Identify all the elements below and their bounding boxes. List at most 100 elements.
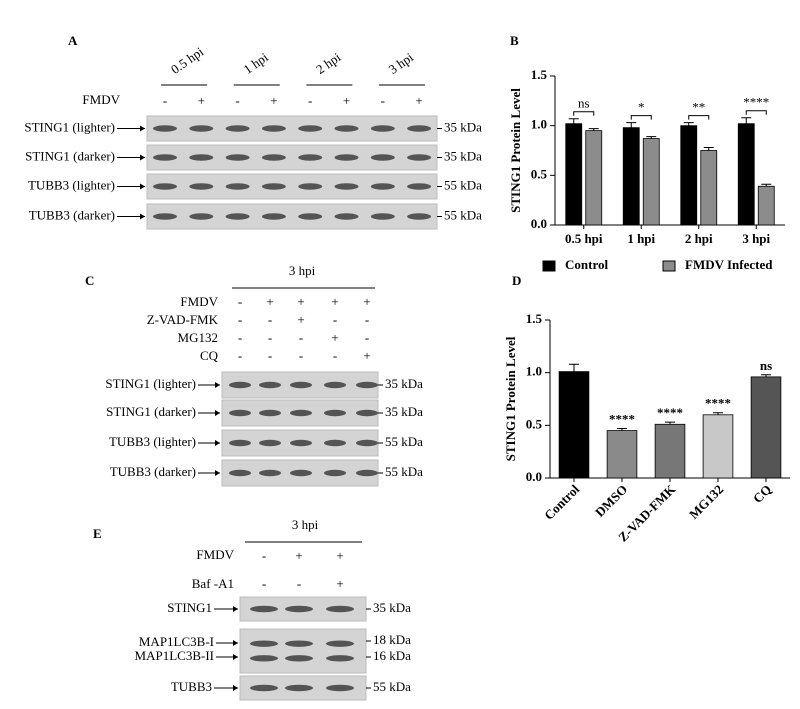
row-label: STING1 (lighter) xyxy=(105,376,196,391)
x-tick-label: 3 hpi xyxy=(742,231,770,246)
band xyxy=(290,381,312,389)
error-bar xyxy=(617,427,627,431)
y-tick-label: 1.0 xyxy=(526,364,542,379)
sign: - xyxy=(262,548,266,563)
y-tick-label: 0.0 xyxy=(526,469,542,484)
sign: + xyxy=(363,294,370,309)
y-tick-label: 0.5 xyxy=(531,166,548,181)
band xyxy=(189,183,214,190)
band xyxy=(370,183,395,190)
x-tick-label: 1 hpi xyxy=(627,231,655,246)
x-tick-label: MG132 xyxy=(686,482,726,522)
timepoint-label: 3 hpi xyxy=(386,49,417,77)
sign: + xyxy=(343,93,350,108)
sign: + xyxy=(295,548,302,563)
x-tick-label: 0.5 hpi xyxy=(565,231,603,246)
size-label: 35 kDa xyxy=(385,404,423,419)
band xyxy=(334,213,359,220)
sign: - xyxy=(238,348,242,363)
sign: - xyxy=(238,330,242,345)
band xyxy=(229,469,251,477)
arrow-head xyxy=(140,154,145,161)
band xyxy=(261,154,286,161)
sign: + xyxy=(198,93,205,108)
error-bar xyxy=(713,412,723,415)
size-label: 35 kDa xyxy=(444,119,482,134)
band xyxy=(225,183,250,190)
band xyxy=(285,655,313,662)
significance-label: ns xyxy=(578,96,590,111)
band xyxy=(229,409,251,417)
treatment-label: CQ xyxy=(200,348,219,363)
size-label: 55 kDa xyxy=(444,177,482,192)
time-label: 3 hpi xyxy=(289,263,316,278)
sign: - xyxy=(268,330,272,345)
error-bar xyxy=(646,136,657,139)
significance-label: ** xyxy=(692,100,705,115)
row-label: TUBB3 xyxy=(171,679,212,694)
sign: + xyxy=(331,330,338,345)
error-bar xyxy=(665,421,675,425)
row-label: STING1 (darker) xyxy=(106,404,196,419)
band xyxy=(290,439,312,447)
band xyxy=(407,125,432,132)
band xyxy=(324,381,346,389)
legend-label: Control xyxy=(565,257,608,272)
size-label: 35 kDa xyxy=(444,148,482,163)
band xyxy=(370,125,395,132)
band xyxy=(326,684,354,692)
band xyxy=(298,154,323,161)
error-bar xyxy=(741,117,752,124)
arrow-head xyxy=(140,213,145,220)
significance-label: * xyxy=(638,100,645,115)
band xyxy=(261,125,286,132)
error-bar xyxy=(569,363,579,372)
row-label: TUBB3 (lighter) xyxy=(28,177,115,192)
band xyxy=(250,640,278,647)
significance-label: ns xyxy=(760,358,772,373)
band xyxy=(189,125,214,132)
panel-label: C xyxy=(85,273,94,288)
significance-label: **** xyxy=(609,411,635,426)
sign: + xyxy=(336,576,343,591)
band xyxy=(407,183,432,190)
panel-label: B xyxy=(510,33,519,48)
band xyxy=(324,409,346,417)
sign: - xyxy=(235,93,239,108)
band xyxy=(189,213,214,220)
band xyxy=(285,605,313,613)
timepoint-label: 1 hpi xyxy=(241,49,272,77)
band xyxy=(259,409,281,417)
sign: - xyxy=(365,330,369,345)
significance-label: **** xyxy=(705,396,731,411)
treatment-label: MG132 xyxy=(178,330,218,345)
panel-label: D xyxy=(512,273,521,288)
sign: - xyxy=(238,312,242,327)
y-axis-label: STING1 Protein Level xyxy=(503,336,518,461)
band xyxy=(153,183,177,190)
size-label: 18 kDa xyxy=(373,632,411,647)
arrow-head xyxy=(215,410,220,416)
band xyxy=(250,655,278,662)
arrow-head xyxy=(215,440,220,446)
sign: - xyxy=(268,312,272,327)
x-tick-label: Control xyxy=(541,481,582,522)
sign: - xyxy=(381,93,385,108)
sign: - xyxy=(163,93,167,108)
sign: - xyxy=(365,312,369,327)
sign: - xyxy=(333,348,337,363)
band xyxy=(153,154,177,161)
bar xyxy=(585,130,603,226)
band xyxy=(326,605,354,613)
band xyxy=(370,213,395,220)
arrow-head xyxy=(215,382,220,388)
legend-swatch xyxy=(662,260,676,272)
sign: - xyxy=(333,312,337,327)
band xyxy=(259,439,281,447)
band xyxy=(356,439,378,447)
band xyxy=(326,655,354,662)
sign: - xyxy=(308,93,312,108)
size-label: 55 kDa xyxy=(444,207,482,222)
error-bar xyxy=(626,122,637,128)
band xyxy=(356,469,378,477)
